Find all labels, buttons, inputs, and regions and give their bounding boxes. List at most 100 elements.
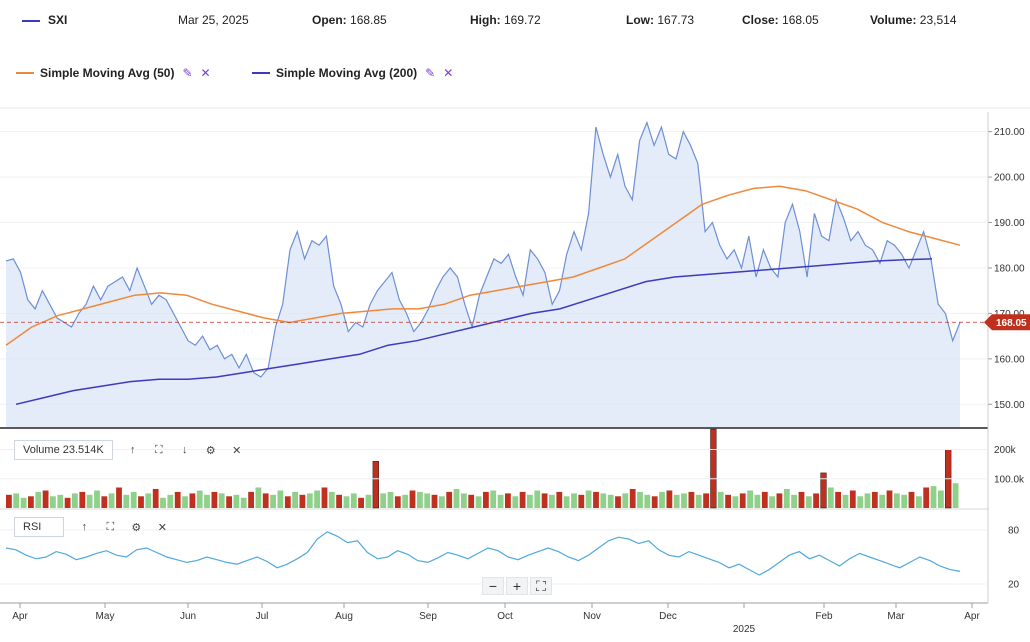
pencil-icon[interactable]: ✎ (182, 66, 193, 80)
volume-bar (578, 494, 585, 508)
x-tick-label: Jul (256, 611, 269, 622)
close-icon[interactable]: ✕ (443, 66, 454, 80)
volume-bar (167, 494, 174, 508)
volume-bar (6, 494, 12, 508)
volume-bar (130, 491, 137, 508)
volume-bar (13, 493, 20, 508)
volume-bar (189, 493, 196, 508)
volume-bar (28, 496, 34, 508)
volume-bar (292, 491, 298, 508)
volume-bar (365, 494, 372, 508)
volume-bar (314, 490, 320, 508)
volume-bar (79, 491, 86, 508)
volume-bar (827, 487, 834, 508)
volume-bar (57, 494, 64, 508)
volume-bar (497, 494, 504, 508)
low-readout: Low: 167.73 (626, 13, 695, 27)
volume-bar (72, 493, 78, 508)
volume-bar (871, 491, 878, 508)
volume-bar (380, 493, 387, 508)
close-icon[interactable]: ✕ (232, 444, 242, 457)
x-tick-label: Apr (12, 611, 28, 622)
volume-bar (152, 489, 159, 508)
gear-icon[interactable]: ⚙ (131, 521, 142, 534)
volume-bar (108, 493, 115, 508)
expand-icon[interactable]: ⛶ (106, 520, 115, 533)
gear-icon[interactable]: ⚙ (205, 444, 216, 457)
volume-bar (923, 487, 930, 508)
volume-bar (703, 493, 709, 508)
volume-bar (776, 493, 783, 508)
legend-label: Simple Moving Avg (50) (40, 66, 175, 80)
close-icon[interactable]: ✕ (200, 66, 211, 80)
volume-bar (218, 493, 225, 508)
volume-bar (732, 496, 739, 508)
volume-bar (453, 489, 460, 508)
volume-bar (306, 493, 313, 508)
x-tick-label: Oct (497, 611, 513, 622)
volume-bar (593, 491, 599, 508)
price-tick-label: 160.00 (994, 354, 1025, 365)
volume-bar (233, 494, 240, 508)
legend-label: Simple Moving Avg (200) (276, 66, 418, 80)
move-up-icon[interactable]: ↑ (81, 521, 88, 533)
volume-bar (622, 493, 629, 508)
volume-bar (879, 494, 886, 508)
move-down-icon[interactable]: ↓ (181, 444, 188, 456)
volume-bar (908, 491, 915, 508)
x-tick-label: Aug (335, 611, 353, 622)
volume-bar (644, 494, 651, 508)
volume-bar (791, 494, 797, 508)
volume-bar (710, 428, 717, 509)
volume-bar (101, 496, 108, 508)
volume-bar (182, 496, 188, 508)
volume-bar (805, 496, 812, 508)
volume-bar (138, 496, 144, 508)
volume-bar (439, 496, 445, 508)
volume-bar (761, 491, 768, 508)
expand-icon[interactable]: ⛶ (154, 443, 163, 456)
legend-swatch (16, 72, 34, 74)
volume-bar (321, 487, 328, 508)
volume-bar (607, 494, 614, 508)
volume-bar (417, 491, 423, 508)
volume-bar (160, 497, 166, 508)
close-icon[interactable]: ✕ (157, 521, 167, 534)
volume-bar (717, 491, 724, 508)
open-readout: Open: 168.85 (312, 13, 387, 27)
zoom-in-button[interactable]: + (506, 577, 528, 595)
volume-bar (145, 493, 152, 508)
volume-bar (350, 493, 357, 508)
volume-bar (549, 494, 555, 508)
pencil-icon[interactable]: ✎ (425, 66, 436, 80)
x-tick-label: Dec (659, 611, 677, 622)
volume-bar (842, 494, 849, 508)
volume-bar (886, 490, 893, 508)
rsi-panel-label: RSI (14, 517, 65, 537)
volume-bar (475, 496, 482, 508)
x-tick-label: Feb (815, 611, 833, 622)
date-readout: Mar 25, 2025 (178, 13, 249, 27)
sma200-line (15, 258, 933, 406)
series-line-swatch (22, 19, 40, 22)
volume-bar (42, 490, 49, 508)
fit-screen-button[interactable]: ⛶ (530, 577, 552, 595)
x-tick-label: Nov (583, 611, 601, 622)
volume-bar (556, 491, 563, 508)
volume-bar (284, 496, 291, 508)
zoom-out-button[interactable]: − (482, 577, 504, 595)
x-tick-label: May (96, 611, 115, 622)
volume-bar (754, 494, 761, 508)
move-up-icon[interactable]: ↑ (129, 444, 136, 456)
volume-bar (226, 496, 232, 508)
volume-bar (798, 491, 805, 508)
volume-bar (659, 491, 665, 508)
price-tick-label: 200.00 (994, 173, 1025, 184)
x-tick-label: Jun (180, 611, 196, 622)
high-readout: High: 169.72 (470, 13, 541, 27)
volume-bar (86, 494, 93, 508)
price-tick-label: 150.00 (994, 400, 1025, 411)
volume-bar (629, 489, 636, 508)
price-tick-label: 180.00 (994, 263, 1025, 274)
